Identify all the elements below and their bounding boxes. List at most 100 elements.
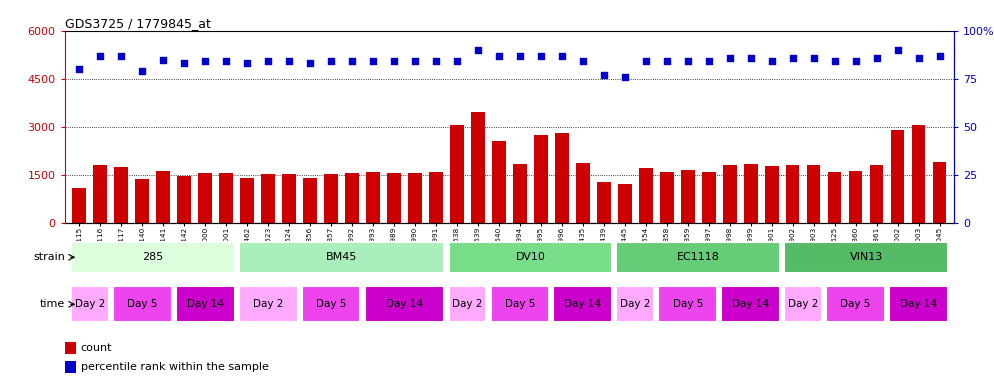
Point (365, 58, 381, 65)
Text: Day 5: Day 5 (127, 299, 157, 310)
Point (240, 60, 255, 66)
Bar (723, 165, 737, 223)
Text: Day 5: Day 5 (673, 299, 703, 310)
Point (659, 58, 675, 65)
Bar (658, 286, 717, 323)
Text: GDS3725 / 1779845_at: GDS3725 / 1779845_at (65, 17, 211, 30)
Point (260, 58, 276, 65)
Text: time: time (40, 299, 65, 310)
Point (784, 55, 800, 61)
Bar (177, 176, 191, 223)
Point (869, 55, 885, 61)
Text: EC1118: EC1118 (677, 252, 720, 262)
Point (449, 58, 465, 65)
Bar (220, 174, 233, 223)
Point (827, 58, 843, 65)
Bar (448, 286, 486, 323)
Bar (176, 286, 235, 323)
Bar (282, 174, 296, 223)
Text: Day 14: Day 14 (565, 299, 601, 310)
Bar (302, 286, 361, 323)
Bar (911, 125, 925, 223)
Text: Day 14: Day 14 (733, 299, 769, 310)
Text: Day 14: Day 14 (386, 299, 423, 310)
Bar (324, 174, 338, 223)
Bar (491, 286, 550, 323)
Bar (199, 173, 212, 223)
Bar (365, 286, 444, 323)
Point (386, 58, 402, 65)
Bar (65, 342, 76, 354)
Bar (534, 135, 548, 223)
Bar (450, 125, 464, 223)
Bar (554, 286, 612, 323)
Bar (849, 171, 863, 223)
Text: Day 5: Day 5 (505, 299, 535, 310)
Bar (618, 184, 631, 223)
Text: BM45: BM45 (326, 252, 357, 262)
Point (638, 58, 654, 65)
Point (92, 53, 108, 59)
Bar (764, 166, 778, 223)
Point (806, 55, 822, 61)
Point (911, 55, 926, 61)
Bar (513, 164, 527, 223)
Bar (114, 167, 128, 223)
Bar (429, 172, 442, 223)
Text: Day 2: Day 2 (788, 299, 818, 310)
Bar (744, 164, 757, 223)
Point (575, 58, 590, 65)
Bar (345, 173, 359, 223)
Bar (492, 141, 506, 223)
Point (219, 58, 235, 65)
Bar (93, 165, 107, 223)
Bar (555, 133, 569, 223)
Point (701, 58, 717, 65)
Point (428, 58, 444, 65)
Text: VIN13: VIN13 (850, 252, 883, 262)
Point (617, 74, 633, 80)
Point (848, 58, 864, 65)
Text: Day 14: Day 14 (187, 299, 224, 310)
Bar (932, 162, 946, 223)
Point (680, 58, 696, 65)
Bar (156, 171, 170, 223)
Bar (448, 242, 612, 273)
Bar (681, 170, 695, 223)
Text: Day 14: Day 14 (901, 299, 937, 310)
Bar (722, 286, 780, 323)
Bar (784, 286, 822, 323)
Point (113, 53, 129, 59)
Point (470, 47, 486, 53)
Bar (135, 179, 149, 223)
Text: Day 2: Day 2 (452, 299, 483, 310)
Text: strain: strain (33, 252, 65, 262)
Bar (702, 172, 716, 223)
Bar (807, 165, 820, 223)
Bar (241, 178, 254, 223)
Bar (616, 286, 654, 323)
Point (491, 53, 507, 59)
Bar (597, 182, 610, 223)
Bar (891, 130, 905, 223)
Bar (616, 242, 780, 273)
Bar (303, 178, 317, 223)
Point (408, 58, 423, 65)
Bar (660, 172, 674, 223)
Point (197, 58, 213, 65)
Text: Day 2: Day 2 (252, 299, 283, 310)
Point (512, 53, 528, 59)
Point (533, 53, 549, 59)
Point (344, 58, 360, 65)
Bar (261, 174, 275, 223)
Bar (890, 286, 948, 323)
Bar (388, 174, 401, 223)
Bar (471, 113, 485, 223)
Text: count: count (81, 343, 112, 353)
Text: DV10: DV10 (516, 252, 546, 262)
Point (722, 55, 738, 61)
Text: percentile rank within the sample: percentile rank within the sample (81, 362, 268, 372)
Point (176, 60, 192, 66)
Point (134, 68, 150, 74)
Point (743, 55, 758, 61)
